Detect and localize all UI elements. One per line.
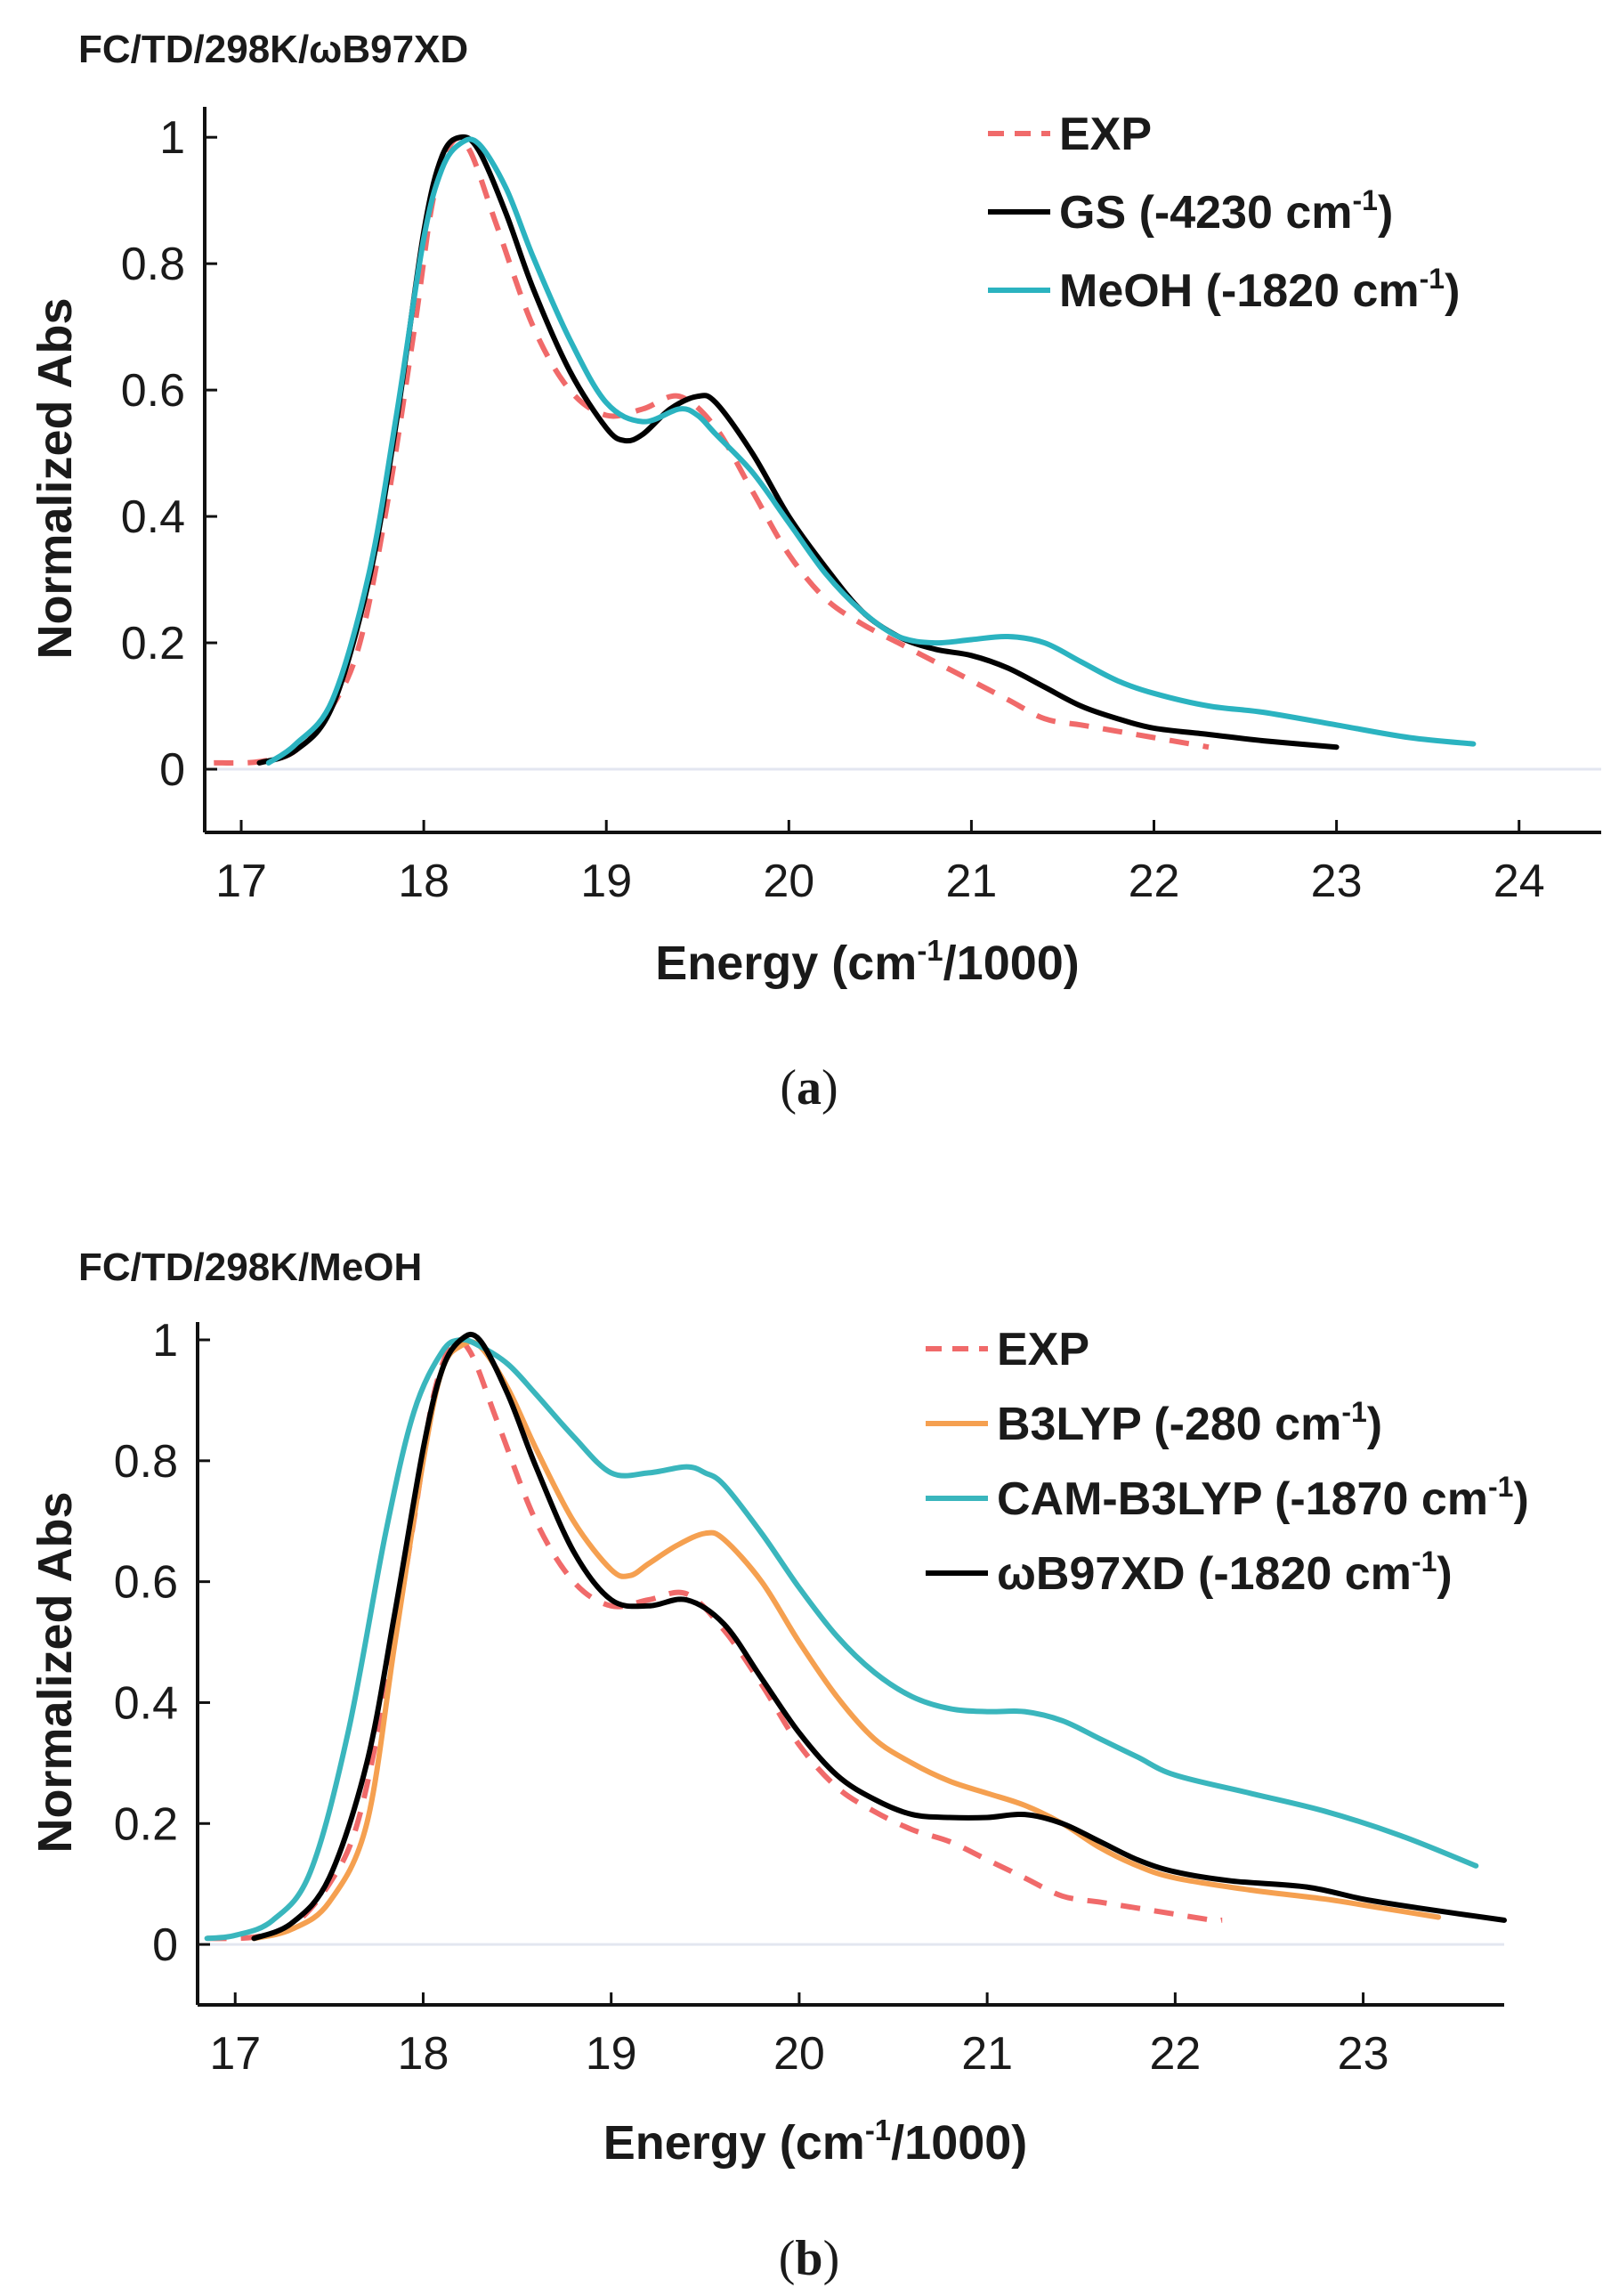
x-tick-label: 17	[215, 856, 267, 907]
y-tick-label: 0.8	[114, 1436, 178, 1488]
series-line-2	[204, 1336, 1479, 1942]
legend-label-2: CAM-B3LYP (-1870 cm-1)	[997, 1471, 1529, 1525]
y-tick-label: 0.8	[121, 239, 185, 290]
series-line-3	[251, 1332, 1507, 1942]
legend-label-2: MeOH (-1820 cm-1)	[1059, 263, 1460, 317]
panel-caption: (a)	[780, 1060, 838, 1116]
x-tick-label: 19	[580, 856, 632, 907]
series-line-0	[214, 135, 1210, 767]
x-axis-label: Energy (cm-1/1000)	[655, 934, 1080, 990]
x-tick-label: 23	[1311, 856, 1363, 907]
x-tick-label: 18	[398, 856, 449, 907]
x-tick-label: 19	[586, 2028, 637, 2080]
x-tick-label: 20	[763, 856, 814, 907]
x-tick-label: 24	[1494, 856, 1545, 907]
x-tick-label: 22	[1129, 856, 1180, 907]
legend-label-1: B3LYP (-280 cm-1)	[997, 1396, 1382, 1450]
y-tick-label: 0	[159, 744, 185, 796]
panel-caption: (b)	[779, 2231, 839, 2286]
y-axis-label: Normalized Abs	[28, 297, 82, 659]
legend-label-3: ωB97XD (-1820 cm-1)	[997, 1546, 1453, 1600]
x-tick-label: 21	[961, 2028, 1013, 2080]
y-tick-label: 0.4	[121, 491, 185, 543]
chart-title: FC/TD/298K/ωB97XD	[78, 28, 468, 71]
y-tick-label: 0.6	[114, 1557, 178, 1609]
y-tick-label: 0	[152, 1919, 178, 1971]
chart-title: FC/TD/298K/MeOH	[78, 1245, 422, 1289]
chart-panel-b: FC/TD/298K/MeOH 0 0.2 0.4 0.6 0.8 1 17 18 19 20 21 2…	[28, 1245, 1529, 2286]
x-tick-label: 23	[1338, 2028, 1389, 2080]
legend-label-1: GS (-4230 cm-1)	[1059, 184, 1393, 239]
chart-panel-a: FC/TD/298K/ωB97XD 0 0.2 0.4 0.6 0.8 1 17 18 19 20 2…	[28, 28, 1601, 1116]
y-tick-label: 1	[152, 1315, 178, 1367]
y-tick-label: 1	[159, 112, 185, 164]
x-axis-label: Energy (cm-1/1000)	[603, 2113, 1028, 2170]
x-tick-label: 18	[398, 2028, 449, 2080]
y-tick-label: 0.4	[114, 1677, 178, 1729]
x-tick-label: 17	[209, 2028, 261, 2080]
x-tick-label: 22	[1149, 2028, 1201, 2080]
y-tick-label: 0.2	[114, 1798, 178, 1850]
x-tick-label: 21	[945, 856, 997, 907]
x-tick-label: 20	[773, 2028, 825, 2080]
series-line-2	[265, 136, 1477, 766]
legend-label-0: EXP	[997, 1324, 1089, 1375]
series-line-0	[206, 1338, 1223, 1942]
legend-label-0: EXP	[1059, 109, 1152, 160]
y-tick-label: 0.6	[121, 365, 185, 417]
y-axis-label: Normalized Abs	[28, 1491, 82, 1853]
y-tick-label: 0.2	[121, 618, 185, 669]
series-line-1	[251, 1339, 1442, 1942]
